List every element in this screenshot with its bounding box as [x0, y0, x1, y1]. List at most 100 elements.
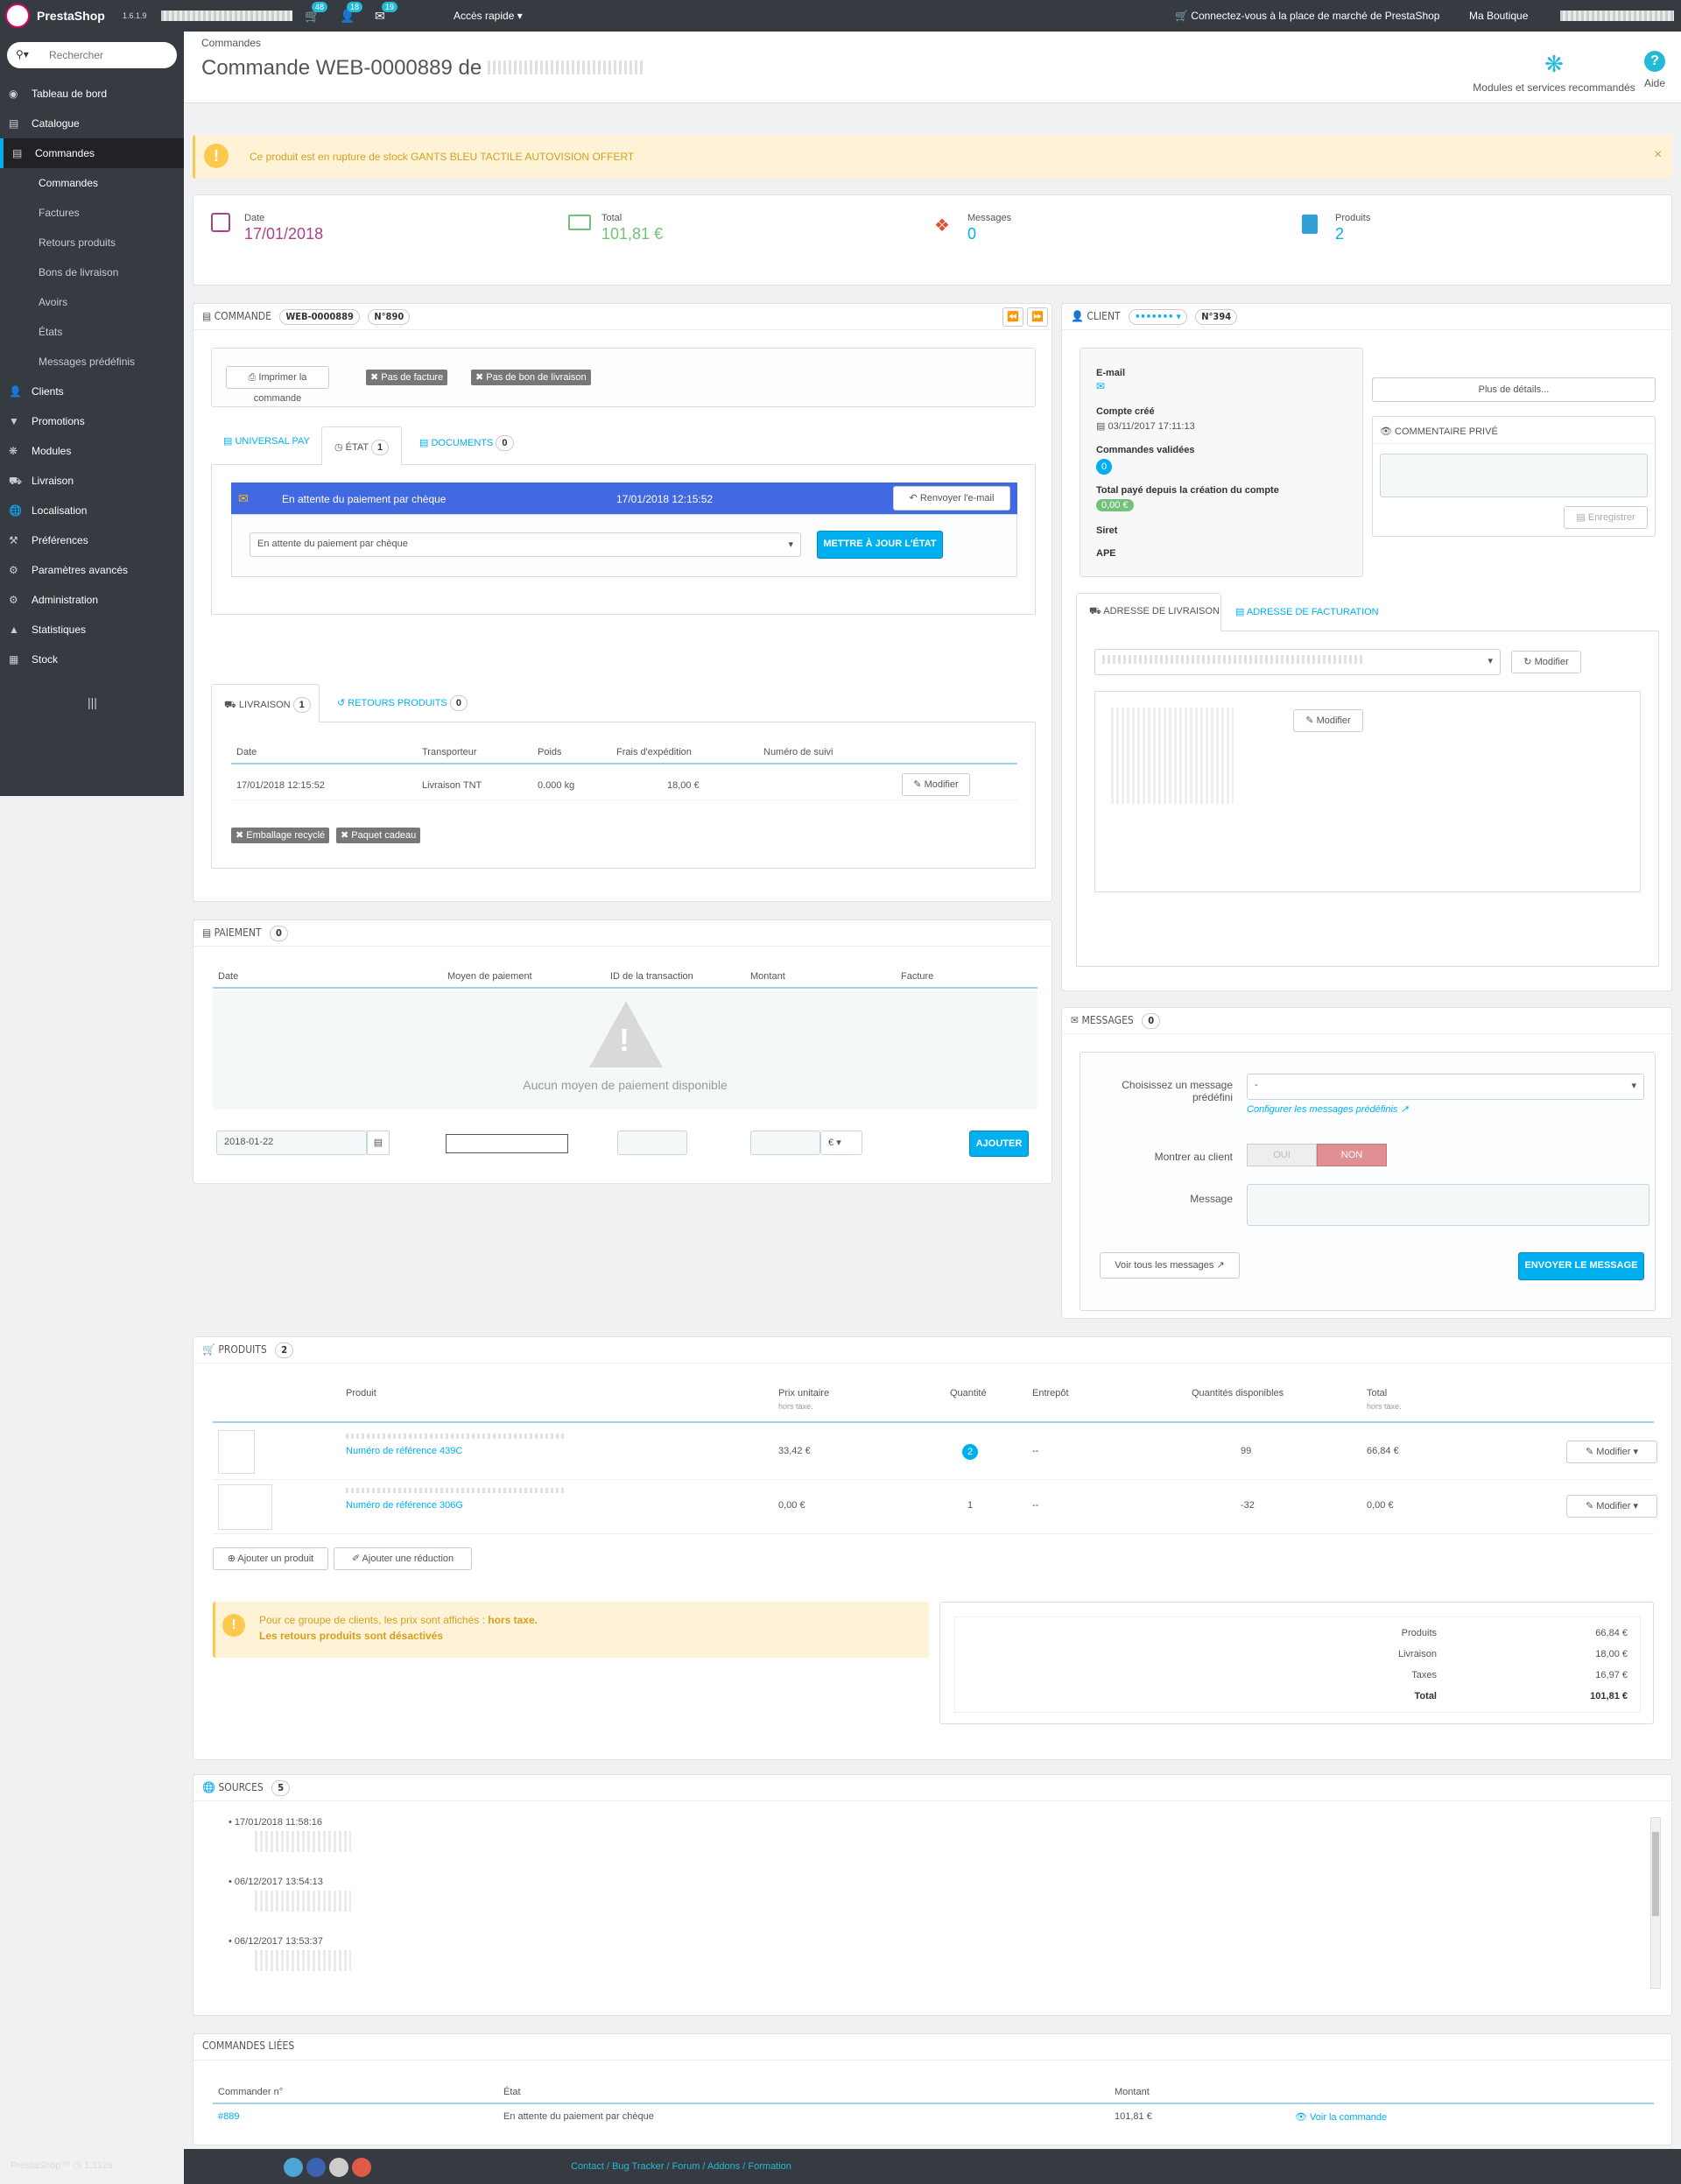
show-client-no[interactable]: NON [1317, 1144, 1387, 1166]
search-icon[interactable]: ⚲▾ [16, 48, 29, 60]
edit-address-detail-button[interactable]: ✎ Modifier [1293, 709, 1363, 732]
github-icon[interactable] [329, 2158, 348, 2177]
calendar-icon[interactable]: ▤ [367, 1131, 390, 1155]
address-well: ✎ Modifier [1094, 691, 1641, 892]
breadcrumb[interactable]: Commandes [201, 37, 262, 49]
edit-product-button[interactable]: ✎ Modifier ▾ [1566, 1495, 1657, 1518]
send-message-button[interactable]: ENVOYER LE MESSAGE [1518, 1252, 1644, 1280]
search-input[interactable] [49, 47, 163, 63]
customers-icon[interactable]: 👤 [340, 9, 355, 23]
edit-address-button[interactable]: ↻ Modifier [1511, 651, 1581, 673]
tab-invoice-address[interactable]: ▤ ADRESSE DE FACTURATION [1235, 606, 1379, 617]
collapse-sidebar-icon[interactable]: ||| [88, 695, 97, 709]
tab-state[interactable]: ◷ ÉTAT 1 [321, 426, 402, 465]
close-icon[interactable]: × [1654, 147, 1663, 162]
private-comment-textarea[interactable] [1380, 454, 1648, 497]
footer-link-forum[interactable]: Forum [672, 2161, 700, 2172]
calendar-icon: ▤ [1096, 421, 1106, 432]
orders-icon: ▤ [12, 147, 23, 159]
tab-shipping[interactable]: ⛟ LIVRAISON 1 [211, 684, 320, 722]
sidebar-item-param-tres-avanc-s[interactable]: ⚙ Paramètres avancés [0, 555, 184, 585]
help-button[interactable]: ? Aide [1637, 51, 1672, 89]
marketplace-link[interactable]: 🛒 Connectez-vous à la place de marché de… [1175, 10, 1439, 22]
payment-date-input[interactable]: 2018-01-22 [216, 1131, 367, 1155]
next-order-button[interactable]: ⏩ [1027, 307, 1048, 327]
state-form-well: En attente du paiement par chèque ▾ METTR… [231, 514, 1017, 577]
product-reference[interactable]: Numéro de référence 439C [346, 1446, 463, 1456]
resend-email-button[interactable]: ↶ Renvoyer l'e-mail [893, 486, 1010, 511]
address-select[interactable]: ▾ [1094, 649, 1501, 675]
tab-delivery-address[interactable]: ⛟ ADRESSE DE LIVRAISON [1076, 593, 1221, 631]
more-details-button[interactable]: Plus de détails... [1372, 377, 1656, 402]
view-all-messages-button[interactable]: Voir tous les messages ↗ [1100, 1252, 1240, 1279]
sidebar-item-statistiques[interactable]: ▲ Statistiques [0, 615, 184, 645]
cart-icon[interactable]: 🛒 [305, 9, 320, 23]
wrench-icon: ⚒ [9, 534, 18, 546]
modules-button[interactable]: ❋ Modules et services recommandés [1458, 51, 1650, 94]
message-textarea[interactable] [1247, 1184, 1649, 1226]
amount-input[interactable] [750, 1131, 820, 1155]
linked-order-number[interactable]: #889 [218, 2111, 240, 2122]
no-invoice-tag: ✖ Pas de facture [366, 370, 448, 385]
previous-order-button[interactable]: ⏪ [1002, 307, 1023, 327]
facebook-icon[interactable] [306, 2158, 326, 2177]
transaction-id-input[interactable] [617, 1131, 687, 1155]
save-comment-button[interactable]: ▤ Enregistrer [1564, 506, 1648, 529]
footer-link-bug-tracker[interactable]: Bug Tracker [612, 2161, 665, 2172]
footer-link-formation[interactable]: Formation [748, 2161, 791, 2172]
sidebar-item-clients[interactable]: 👤 Clients [0, 377, 184, 406]
sidebar-item-administration[interactable]: ⚙ Administration [0, 585, 184, 615]
bullet: • [229, 1877, 232, 1887]
sidebar-subitem-avoirs[interactable]: Avoirs [39, 296, 68, 308]
edit-shipping-button[interactable]: ✎ Modifier [902, 773, 970, 796]
client-name-dropdown[interactable]: ••••••• ▾ [1129, 309, 1187, 325]
view-order-link[interactable]: 👁 Voir la commande [1295, 2111, 1387, 2123]
add-payment-button[interactable]: AJOUTER [969, 1131, 1029, 1157]
sidebar-subitem-messages-pr-d-finis[interactable]: Messages prédéfinis [39, 356, 136, 368]
order-state-select[interactable]: En attente du paiement par chèque ▾ [250, 532, 801, 557]
scrollbar-thumb[interactable] [1652, 1832, 1659, 1916]
product-reference[interactable]: Numéro de référence 306G [346, 1500, 463, 1511]
footer-link-addons[interactable]: Addons [707, 2161, 741, 2172]
sidebar-subitem--tats[interactable]: États [39, 326, 63, 338]
print-order-button[interactable]: ⎙ Imprimer la commande [226, 366, 329, 404]
sidebar-item-catalogue[interactable]: ▤ Catalogue [0, 109, 184, 138]
add-product-button[interactable]: ⊕ Ajouter un produit [213, 1547, 328, 1570]
sidebar-item-commandes[interactable]: ▤ Commandes [0, 138, 184, 168]
payment-method-input[interactable] [446, 1134, 568, 1153]
edit-product-button[interactable]: ✎ Modifier ▾ [1566, 1441, 1657, 1463]
sidebar-subitem-retours-produits[interactable]: Retours produits [39, 236, 116, 249]
update-state-button[interactable]: METTRE À JOUR L'ÉTAT [817, 531, 943, 559]
google-plus-icon[interactable] [352, 2158, 371, 2177]
messages-icon[interactable]: ✉ [375, 9, 385, 23]
add-discount-button[interactable]: ✐ Ajouter une réduction [334, 1547, 472, 1570]
sidebar-item-pr-f-rences[interactable]: ⚒ Préférences [0, 525, 184, 555]
show-client-yes[interactable]: OUI [1247, 1144, 1317, 1166]
sidebar-subitem-commandes[interactable]: Commandes [39, 177, 99, 189]
sidebar-item-tableau-de-bord[interactable]: ◉ Tableau de bord [0, 79, 184, 109]
twitter-icon[interactable] [284, 2158, 303, 2177]
tab-universal-pay[interactable]: ▤ UNIVERSAL PAY [223, 435, 310, 447]
sidebar-item-stock[interactable]: ▦ Stock [0, 645, 184, 674]
tab-documents[interactable]: ▤ DOCUMENTS 0 [419, 435, 514, 451]
sources-scrollbar[interactable] [1650, 1817, 1661, 1989]
search-box[interactable]: ⚲▾ [7, 42, 177, 68]
product-thumbnail[interactable] [218, 1484, 272, 1530]
sidebar-subitem-bons-de-livraison[interactable]: Bons de livraison [39, 266, 119, 278]
product-thumbnail[interactable] [218, 1430, 255, 1474]
envelope-icon[interactable]: ✉ [1096, 380, 1106, 392]
footer-link-contact[interactable]: Contact [571, 2161, 604, 2172]
tab-returns[interactable]: ↺ RETOURS PRODUITS 0 [337, 695, 468, 711]
currency-select[interactable]: € ▾ [820, 1131, 862, 1155]
quick-access-menu[interactable]: Accès rapide ▾ [454, 10, 523, 22]
shop-link[interactable]: Ma Boutique [1469, 10, 1529, 22]
sidebar-subitem-factures[interactable]: Factures [39, 207, 80, 219]
money-icon: ▤ [202, 926, 212, 939]
configure-messages-link[interactable]: Configurer les messages prédéfinis ↗ [1247, 1103, 1409, 1115]
sidebar-item-localisation[interactable]: 🌐 Localisation [0, 496, 184, 525]
prestashop-logo[interactable] [5, 4, 30, 28]
sidebar-item-promotions[interactable]: ▼ Promotions [0, 406, 184, 436]
sidebar-item-livraison[interactable]: ⛟ Livraison [0, 466, 184, 496]
predefined-message-select[interactable]: - ▾ [1247, 1074, 1644, 1100]
sidebar-item-modules[interactable]: ❋ Modules [0, 436, 184, 466]
